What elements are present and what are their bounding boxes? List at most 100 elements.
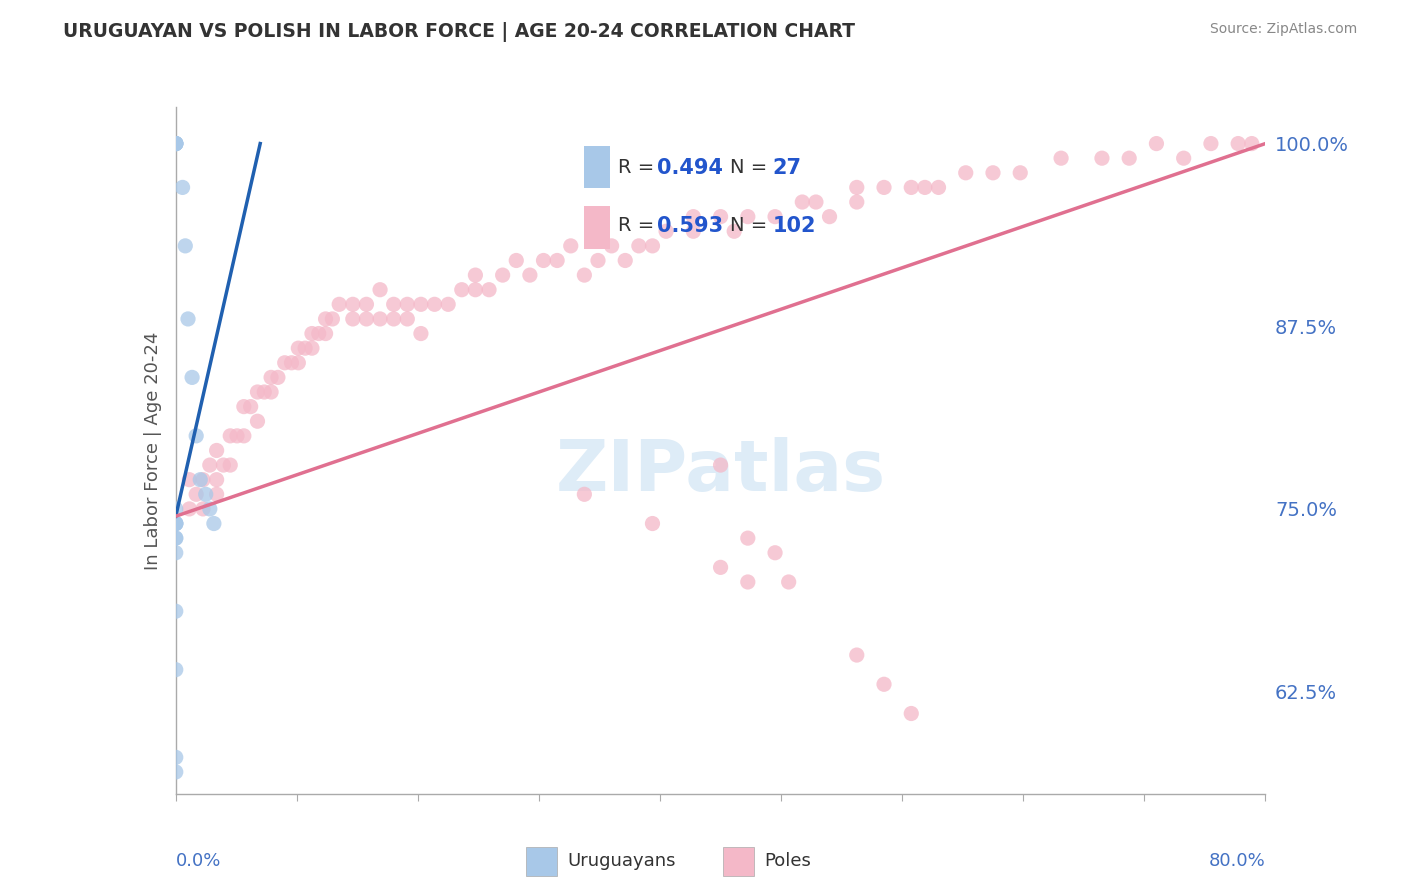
Point bbox=[1010, 166, 1032, 180]
Bar bbox=[583, 146, 610, 188]
Text: 80.0%: 80.0% bbox=[1209, 852, 1265, 870]
Point bbox=[165, 531, 187, 545]
Text: 0.593: 0.593 bbox=[657, 216, 723, 235]
Point bbox=[205, 487, 228, 501]
Point bbox=[792, 194, 814, 209]
Point bbox=[165, 531, 187, 545]
Point bbox=[396, 297, 419, 311]
Point bbox=[219, 458, 242, 472]
Point bbox=[641, 239, 664, 253]
Point bbox=[328, 297, 350, 311]
Text: URUGUAYAN VS POLISH IN LABOR FORCE | AGE 20-24 CORRELATION CHART: URUGUAYAN VS POLISH IN LABOR FORCE | AGE… bbox=[63, 22, 855, 42]
Point bbox=[165, 136, 187, 151]
Point bbox=[165, 136, 187, 151]
Point bbox=[464, 283, 486, 297]
Point bbox=[914, 180, 936, 194]
Point bbox=[165, 136, 187, 151]
Point bbox=[710, 458, 733, 472]
Point bbox=[356, 312, 378, 326]
Point bbox=[342, 297, 364, 311]
Point bbox=[1199, 136, 1222, 151]
Point bbox=[253, 384, 276, 399]
Point bbox=[321, 312, 343, 326]
Point bbox=[260, 370, 283, 384]
Point bbox=[194, 487, 217, 501]
Point bbox=[586, 253, 609, 268]
Point bbox=[519, 268, 541, 282]
Point bbox=[560, 239, 582, 253]
Point bbox=[1091, 151, 1114, 165]
Point bbox=[478, 283, 501, 297]
Point bbox=[179, 473, 201, 487]
Point bbox=[710, 560, 733, 574]
Point bbox=[165, 516, 187, 531]
Point bbox=[165, 502, 187, 516]
Point bbox=[928, 180, 950, 194]
Text: Source: ZipAtlas.com: Source: ZipAtlas.com bbox=[1209, 22, 1357, 37]
Point bbox=[641, 516, 664, 531]
Point bbox=[900, 706, 922, 721]
Point bbox=[804, 194, 827, 209]
Point bbox=[845, 648, 868, 662]
Point bbox=[845, 180, 868, 194]
Point bbox=[212, 458, 235, 472]
Point bbox=[723, 224, 745, 238]
Point bbox=[274, 356, 297, 370]
Point bbox=[682, 210, 704, 224]
Point bbox=[219, 429, 242, 443]
Point bbox=[198, 458, 221, 472]
Point bbox=[301, 341, 323, 355]
Point bbox=[165, 516, 187, 531]
Bar bbox=[583, 206, 610, 249]
Point bbox=[280, 356, 302, 370]
Point bbox=[165, 604, 187, 618]
Point bbox=[342, 312, 364, 326]
Point bbox=[778, 574, 800, 589]
Point bbox=[246, 414, 269, 428]
Point bbox=[873, 677, 896, 691]
Point bbox=[464, 268, 486, 282]
Point bbox=[737, 574, 759, 589]
Text: N =: N = bbox=[730, 216, 773, 235]
Point bbox=[546, 253, 568, 268]
Point bbox=[505, 253, 527, 268]
Point bbox=[356, 297, 378, 311]
Point bbox=[1173, 151, 1195, 165]
Point bbox=[165, 546, 187, 560]
Point bbox=[981, 166, 1004, 180]
Point bbox=[287, 356, 309, 370]
Point bbox=[198, 502, 221, 516]
Point bbox=[682, 224, 704, 238]
Point bbox=[260, 384, 283, 399]
Point bbox=[368, 312, 391, 326]
Point bbox=[614, 253, 637, 268]
Point bbox=[232, 400, 254, 414]
Point bbox=[900, 180, 922, 194]
Point bbox=[301, 326, 323, 341]
Text: 102: 102 bbox=[772, 216, 815, 235]
Point bbox=[165, 764, 187, 779]
Point bbox=[181, 370, 204, 384]
Point bbox=[186, 487, 208, 501]
Point bbox=[737, 210, 759, 224]
Point bbox=[1050, 151, 1073, 165]
Text: ZIPatlas: ZIPatlas bbox=[555, 436, 886, 506]
Point bbox=[239, 400, 262, 414]
Point bbox=[177, 312, 200, 326]
Point bbox=[737, 531, 759, 545]
Point bbox=[409, 297, 432, 311]
Point bbox=[845, 194, 868, 209]
Point bbox=[232, 429, 254, 443]
Point bbox=[174, 239, 197, 253]
Point bbox=[368, 283, 391, 297]
Point bbox=[267, 370, 290, 384]
Point bbox=[574, 268, 596, 282]
Text: Poles: Poles bbox=[763, 852, 811, 870]
Point bbox=[165, 516, 187, 531]
Point bbox=[179, 502, 201, 516]
Point bbox=[202, 516, 225, 531]
Point bbox=[165, 663, 187, 677]
Text: N =: N = bbox=[730, 159, 773, 178]
Bar bbox=[723, 847, 754, 876]
Point bbox=[205, 473, 228, 487]
